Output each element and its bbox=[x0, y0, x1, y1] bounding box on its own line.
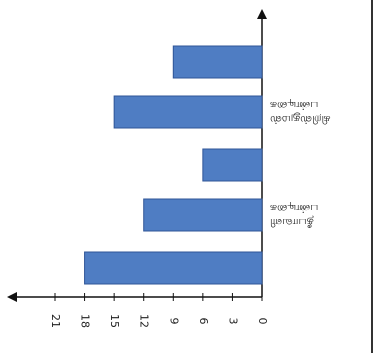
bar bbox=[202, 148, 263, 182]
y-tick-label: கிறிஸ்துமஸ்பண்டிகை bbox=[270, 99, 331, 126]
x-tick-label: 3 bbox=[226, 318, 239, 325]
x-tick-label: 12 bbox=[138, 314, 151, 328]
bar bbox=[172, 45, 263, 79]
bar bbox=[84, 251, 263, 285]
x-tick-label: 0 bbox=[256, 318, 269, 325]
x-tick-label: 6 bbox=[197, 318, 210, 325]
bar bbox=[113, 95, 263, 129]
x-tick-label: 21 bbox=[49, 314, 62, 328]
x-axis-arrow bbox=[7, 292, 17, 302]
x-tick-label: 18 bbox=[79, 314, 92, 328]
y-tick-label: தீபாவளிபண்டிகை bbox=[270, 202, 318, 229]
y-axis-arrow bbox=[257, 9, 267, 19]
x-tick-label: 9 bbox=[167, 318, 180, 325]
bar bbox=[143, 198, 263, 232]
x-tick-label: 15 bbox=[108, 314, 121, 328]
